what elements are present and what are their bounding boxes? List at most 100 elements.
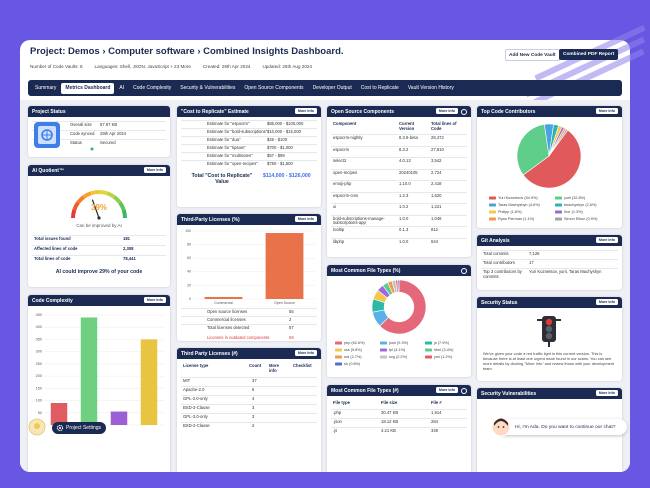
card-title: Third-Party Licenses (%) (181, 217, 240, 223)
cell: 78,441 (123, 256, 136, 261)
card-header: "Cost to Replicate" Estimate More Info (177, 106, 321, 117)
cell: 20240105 (399, 169, 418, 175)
y-tick-label: 300 (36, 350, 42, 354)
legend-label: Ryan Pierman (1.1%) (498, 217, 535, 221)
column-header: Checklist (293, 363, 312, 368)
cell: MIT (183, 378, 191, 383)
column-header: File # (431, 400, 442, 405)
card-title: Security Status (481, 300, 518, 306)
cell: 30.47 KB (381, 410, 399, 415)
nav-tab[interactable]: Cost to Replicate (360, 85, 399, 91)
alert-value: 59 (289, 335, 294, 340)
row-divider (32, 245, 166, 246)
row-divider (331, 427, 467, 428)
cell: 349 (431, 428, 438, 433)
more-info-button[interactable]: More Info (143, 297, 166, 304)
more-info-button[interactable]: More Info (294, 216, 317, 223)
legend-swatch (335, 341, 342, 345)
row-divider (181, 136, 317, 137)
row-divider (331, 214, 467, 216)
more-info-button[interactable]: More Info (294, 108, 317, 115)
cell: 8.3.6-beta (399, 135, 418, 140)
row-divider (181, 144, 317, 145)
nav-tab[interactable]: Security & Vulnerabilities (180, 85, 236, 91)
row-divider (181, 120, 317, 121)
more-info-button[interactable]: More Info (435, 108, 458, 115)
row-divider (181, 413, 317, 414)
more-info-button[interactable]: More Info (294, 350, 317, 357)
card-title: AI Quotient™ (32, 168, 64, 174)
cell: Estimate for "tipsam" (207, 145, 246, 150)
cell: 2,308 (123, 246, 134, 251)
cell: $700 - $1,000 (267, 145, 293, 150)
project-settings-button[interactable]: Project Settings (52, 422, 107, 434)
cell: 0.1.3 (399, 227, 409, 232)
chat-bubble[interactable]: Hi, I'm Ada. Do you want to continue our… (497, 419, 627, 435)
cell: Open source licenses (207, 309, 248, 314)
cell: Total commits (483, 251, 509, 256)
nav-tab[interactable]: AI (119, 85, 125, 91)
bar (140, 339, 158, 425)
gauge-hub (97, 216, 101, 220)
help-icon[interactable] (460, 387, 467, 394)
alert-label: Licenses in outdated components (207, 335, 270, 340)
nav-bar: Summary Metrics Dashboard AI Code Complexit… (28, 80, 622, 96)
nav-tab[interactable]: Vault Version History (407, 85, 454, 91)
legend-label: md (2.7%) (344, 355, 362, 359)
help-icon[interactable] (460, 108, 467, 115)
x-tick-label: Open Source (274, 301, 295, 305)
page-title: Project: Demos › Computer software › Com… (30, 46, 344, 57)
more-info-button[interactable]: More Info (595, 299, 618, 306)
more-info-button[interactable]: More Info (143, 167, 166, 174)
bulb-icon[interactable] (28, 418, 46, 436)
y-tick-label: 0 (189, 297, 191, 301)
pdf-report-button[interactable]: Combined PDF Report (559, 49, 619, 60)
cell: Commercial licenses (207, 317, 246, 322)
card-header: Git Analysis More Info (477, 235, 622, 246)
card-title: Git Analysis (481, 238, 510, 244)
more-info-button[interactable]: More Info (595, 237, 618, 244)
gauge-needle (91, 199, 100, 219)
legend-swatch (489, 196, 496, 200)
cell: .js (333, 428, 338, 433)
cell: emoji-php (333, 181, 352, 186)
add-vault-button[interactable]: Add New Code Vault (505, 49, 560, 61)
row-divider (181, 324, 317, 325)
nav-tab[interactable]: Open Source Components (244, 85, 304, 91)
legend-label: svg (2.2%) (389, 355, 408, 359)
more-info-button[interactable]: More Info (595, 390, 618, 397)
nav-tab[interactable]: Developer Output (312, 85, 352, 91)
help-icon[interactable] (460, 267, 467, 274)
meta-row: Number of Code Vaults: 8 Languages: Shell… (30, 64, 312, 69)
more-info-button[interactable]: More Info (595, 108, 618, 115)
gauge-segment (82, 191, 92, 199)
cell: 644 (431, 238, 438, 244)
card-title: Most Common File Types (%) (331, 268, 401, 274)
card-title: Top Code Contributors (481, 109, 536, 115)
gauge-caption: Can be improved by AI (76, 223, 122, 228)
y-tick-label: 450 (36, 313, 42, 317)
cell: 1,620 (431, 192, 442, 198)
cell: 55 (289, 309, 294, 314)
legend-swatch (555, 196, 562, 200)
nav-tab[interactable]: Summary (35, 85, 57, 91)
legend-label: Yuri Kuznetsov (54.9%) (498, 196, 538, 200)
cell: 3 (252, 414, 255, 419)
card-header: Top Code Contributors More Info (477, 106, 622, 117)
ada-avatar[interactable] (491, 417, 511, 437)
cell: 17 (529, 260, 534, 265)
column-header: Count (249, 363, 262, 368)
cell: BSD-3-Clause (183, 405, 210, 410)
more-info-button[interactable]: More Info (435, 387, 458, 394)
gauge-value: 39% (91, 203, 107, 212)
nav-tab[interactable]: Code Complexity (133, 85, 172, 91)
traffic-light-icon (537, 316, 561, 347)
nav-tab[interactable]: Metrics Dashboard (61, 82, 115, 94)
cell: 18.12 KB (381, 419, 399, 424)
legend-swatch (555, 203, 562, 207)
card: Security Status More Info We've given your… (477, 297, 622, 381)
card-header: AI Quotient™ More Info (28, 165, 170, 176)
meta-item: Created: 29th Apr 2024 (202, 64, 251, 69)
gauge-segment (106, 191, 116, 199)
